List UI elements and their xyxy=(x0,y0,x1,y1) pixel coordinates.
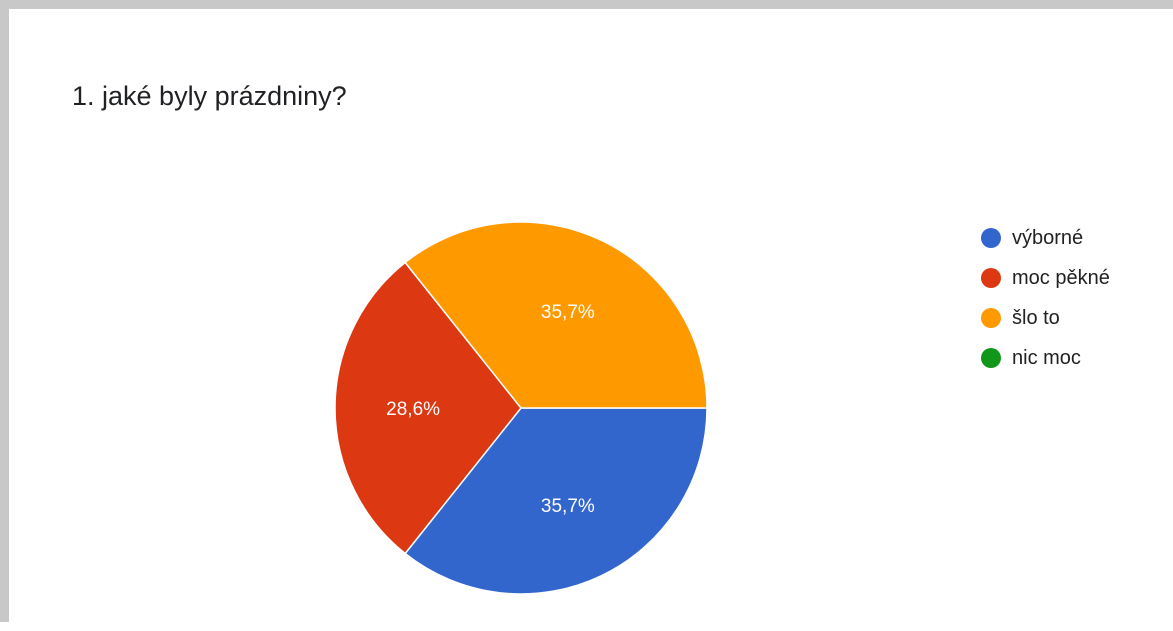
legend-swatch-icon xyxy=(981,268,1001,288)
pie-chart: 35,7% 28,6% 35,7% xyxy=(334,221,708,595)
legend-item[interactable]: šlo to xyxy=(981,298,1110,338)
pie-slice[interactable] xyxy=(404,407,708,595)
legend-swatch-icon xyxy=(981,348,1001,368)
legend-item[interactable]: nic moc xyxy=(981,338,1110,378)
legend-swatch-icon xyxy=(981,308,1001,328)
question-title: 1. jaké byly prázdniny? xyxy=(72,81,347,111)
chart-legend: výborné moc pěkné šlo to nic moc xyxy=(981,218,1110,378)
pie-slice[interactable] xyxy=(404,221,708,409)
pie-slice[interactable] xyxy=(334,261,522,555)
slice-data-label: 35,7% xyxy=(541,496,595,517)
legend-label: výborné xyxy=(1012,226,1084,249)
slice-data-label: 35,7% xyxy=(541,302,595,323)
legend-label: šlo to xyxy=(1012,306,1060,329)
legend-item[interactable]: moc pěkné xyxy=(981,258,1110,298)
legend-label: moc pěkné xyxy=(1012,266,1110,289)
legend-swatch-icon xyxy=(981,228,1001,248)
legend-label: nic moc xyxy=(1012,346,1081,369)
slice-data-label: 28,6% xyxy=(386,399,440,420)
legend-item[interactable]: výborné xyxy=(981,218,1110,258)
